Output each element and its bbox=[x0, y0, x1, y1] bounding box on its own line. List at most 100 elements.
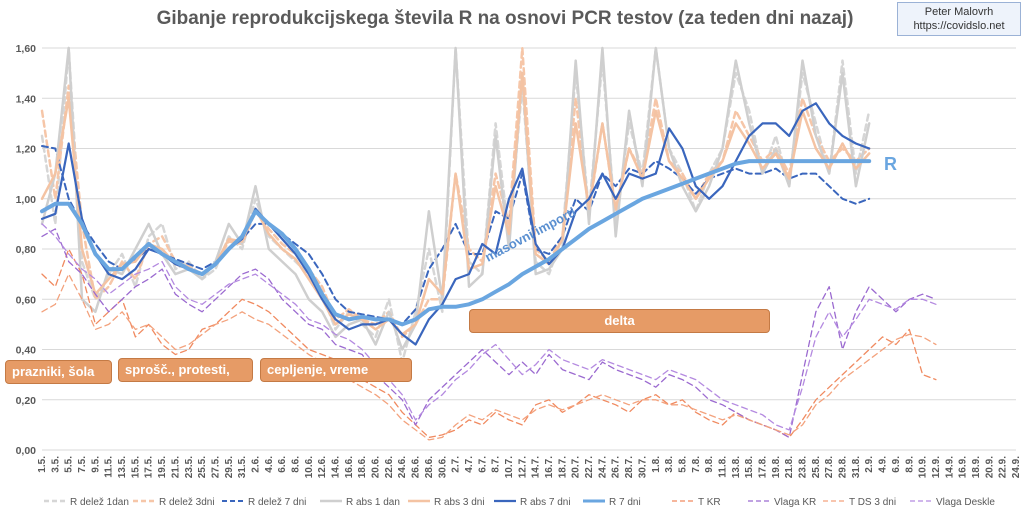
x-tick-label: 12.7. bbox=[517, 456, 528, 478]
x-tick-label: 21.5. bbox=[170, 456, 181, 478]
x-tick-label: 8.9. bbox=[904, 456, 915, 473]
series-r-abs-3-dni bbox=[40, 71, 871, 336]
series-r-7-dni bbox=[40, 159, 872, 327]
x-tick-label: 17.5. bbox=[144, 456, 155, 478]
r-end-label: R bbox=[884, 154, 897, 174]
x-tick-label: 1.8. bbox=[651, 456, 662, 473]
x-tick-label: 20.7. bbox=[571, 456, 582, 478]
legend-label: R 7 dni bbox=[609, 497, 641, 508]
y-tick-label: 1,40 bbox=[16, 93, 37, 105]
legend-label: T KR bbox=[698, 497, 721, 508]
legend-label: R abs 1 dan bbox=[346, 497, 400, 508]
x-tick-label: 28.7. bbox=[624, 456, 635, 478]
legend-label: R delež 3dni bbox=[159, 497, 215, 508]
x-tick-label: 7.8. bbox=[691, 456, 702, 473]
x-tick-label: 14.6. bbox=[331, 456, 342, 478]
series-vlaga-kr bbox=[41, 228, 937, 439]
x-tick-label: 27.8. bbox=[824, 456, 835, 478]
x-tick-label: 8.7. bbox=[491, 456, 502, 473]
x-tick-label: 20.6. bbox=[371, 456, 382, 478]
grid bbox=[42, 47, 1016, 451]
x-tick-label: 25.5. bbox=[197, 456, 208, 478]
x-tick-label: 24.9. bbox=[1011, 456, 1022, 478]
y-tick-label: 0,80 bbox=[16, 244, 37, 256]
x-tick-label: 5.8. bbox=[677, 456, 688, 473]
credit-url[interactable]: https://covidslo.net bbox=[913, 20, 1005, 32]
x-tick-label: 4.9. bbox=[878, 456, 889, 473]
y-tick-label: 0,60 bbox=[16, 294, 37, 306]
y-tick-label: 0,20 bbox=[16, 395, 37, 407]
series-t-ds-3-dni bbox=[41, 273, 937, 441]
x-tick-label: 4.6. bbox=[264, 456, 275, 473]
x-tick-label: 14.7. bbox=[531, 456, 542, 478]
legend-label: R abs 3 dni bbox=[434, 497, 485, 508]
series-line bbox=[41, 273, 937, 441]
y-tick-label: 0,40 bbox=[16, 345, 37, 357]
x-tick-label: 18.9. bbox=[971, 456, 982, 478]
series-t-kr bbox=[41, 248, 937, 439]
series-layer bbox=[40, 46, 937, 441]
series-line bbox=[40, 159, 872, 327]
series-line bbox=[40, 71, 871, 336]
series-line bbox=[41, 228, 937, 439]
x-tick-label: 15.5. bbox=[130, 456, 141, 478]
credit-box: Peter Malovrh https://covidslo.net bbox=[897, 2, 1021, 36]
series-vlaga-deskle bbox=[41, 223, 937, 431]
x-tick-label: 22.9. bbox=[998, 456, 1009, 478]
x-tick-label: 23.5. bbox=[184, 456, 195, 478]
x-tick-label: 18.7. bbox=[557, 456, 568, 478]
x-tick-label: 8.6. bbox=[291, 456, 302, 473]
x-tick-label: 1.5. bbox=[37, 456, 48, 473]
x-axis-ticks: 1.5. 3.5. 5.5. 7.5. 9.5. 11.5. 13.5. 15.5. 17.5.… bbox=[37, 456, 1022, 478]
x-tick-label: 13.5. bbox=[117, 456, 128, 478]
x-tick-label: 7.5. bbox=[77, 456, 88, 473]
legend: R delež 1dan R delež 3dni R delež 7 dni R a… bbox=[44, 497, 995, 508]
x-tick-label: 2.7. bbox=[451, 456, 462, 473]
x-tick-label: 3.5. bbox=[50, 456, 61, 473]
x-tick-label: 19.8. bbox=[771, 456, 782, 478]
legend-label: Vlaga Deskle bbox=[936, 497, 995, 508]
annotation-sprosc-protesti: sprošč., protesti, bbox=[118, 358, 253, 382]
x-tick-label: 17.8. bbox=[757, 456, 768, 478]
x-tick-label: 6.7. bbox=[477, 456, 488, 473]
legend-label: R abs 7 dni bbox=[520, 497, 571, 508]
y-tick-label: 1,20 bbox=[16, 144, 37, 156]
x-tick-label: 29.8. bbox=[838, 456, 849, 478]
x-tick-label: 23.8. bbox=[798, 456, 809, 478]
x-tick-label: 25.8. bbox=[811, 456, 822, 478]
x-tick-label: 16.7. bbox=[544, 456, 555, 478]
x-tick-label: 31.5. bbox=[237, 456, 248, 478]
x-tick-label: 10.7. bbox=[504, 456, 515, 478]
y-tick-label: 0,00 bbox=[16, 445, 37, 457]
x-tick-label: 10.9. bbox=[918, 456, 929, 478]
x-tick-label: 2.6. bbox=[250, 456, 261, 473]
series-r-abs-1-dan bbox=[40, 46, 871, 351]
x-tick-label: 14.9. bbox=[944, 456, 955, 478]
x-tick-label: 19.5. bbox=[157, 456, 168, 478]
series-line bbox=[40, 46, 871, 351]
x-tick-label: 29.5. bbox=[224, 456, 235, 478]
credit-name: Peter Malovrh bbox=[924, 6, 994, 18]
x-tick-label: 11.5. bbox=[104, 456, 115, 478]
x-tick-label: 16.9. bbox=[958, 456, 969, 478]
x-tick-label: 26.7. bbox=[611, 456, 622, 478]
legend-label: R delež 1dan bbox=[70, 497, 129, 508]
x-tick-label: 16.6. bbox=[344, 456, 355, 478]
x-tick-label: 15.8. bbox=[744, 456, 755, 478]
series-line bbox=[41, 248, 937, 439]
x-tick-label: 22.6. bbox=[384, 456, 395, 478]
x-tick-label: 18.6. bbox=[357, 456, 368, 478]
annotation-delta: delta bbox=[469, 309, 770, 333]
x-tick-label: 20.9. bbox=[984, 456, 995, 478]
x-tick-label: 22.7. bbox=[584, 456, 595, 478]
x-tick-label: 27.5. bbox=[210, 456, 221, 478]
annotation-cepljenje-vreme: cepljenje, vreme bbox=[260, 358, 412, 382]
x-tick-label: 12.9. bbox=[931, 456, 942, 478]
x-tick-label: 11.8. bbox=[717, 456, 728, 478]
y-tick-label: 1,60 bbox=[16, 43, 37, 55]
legend-label: Vlaga KR bbox=[774, 497, 816, 508]
x-tick-label: 9.8. bbox=[704, 456, 715, 473]
x-tick-label: 12.6. bbox=[317, 456, 328, 478]
x-tick-label: 31.8. bbox=[851, 456, 862, 478]
